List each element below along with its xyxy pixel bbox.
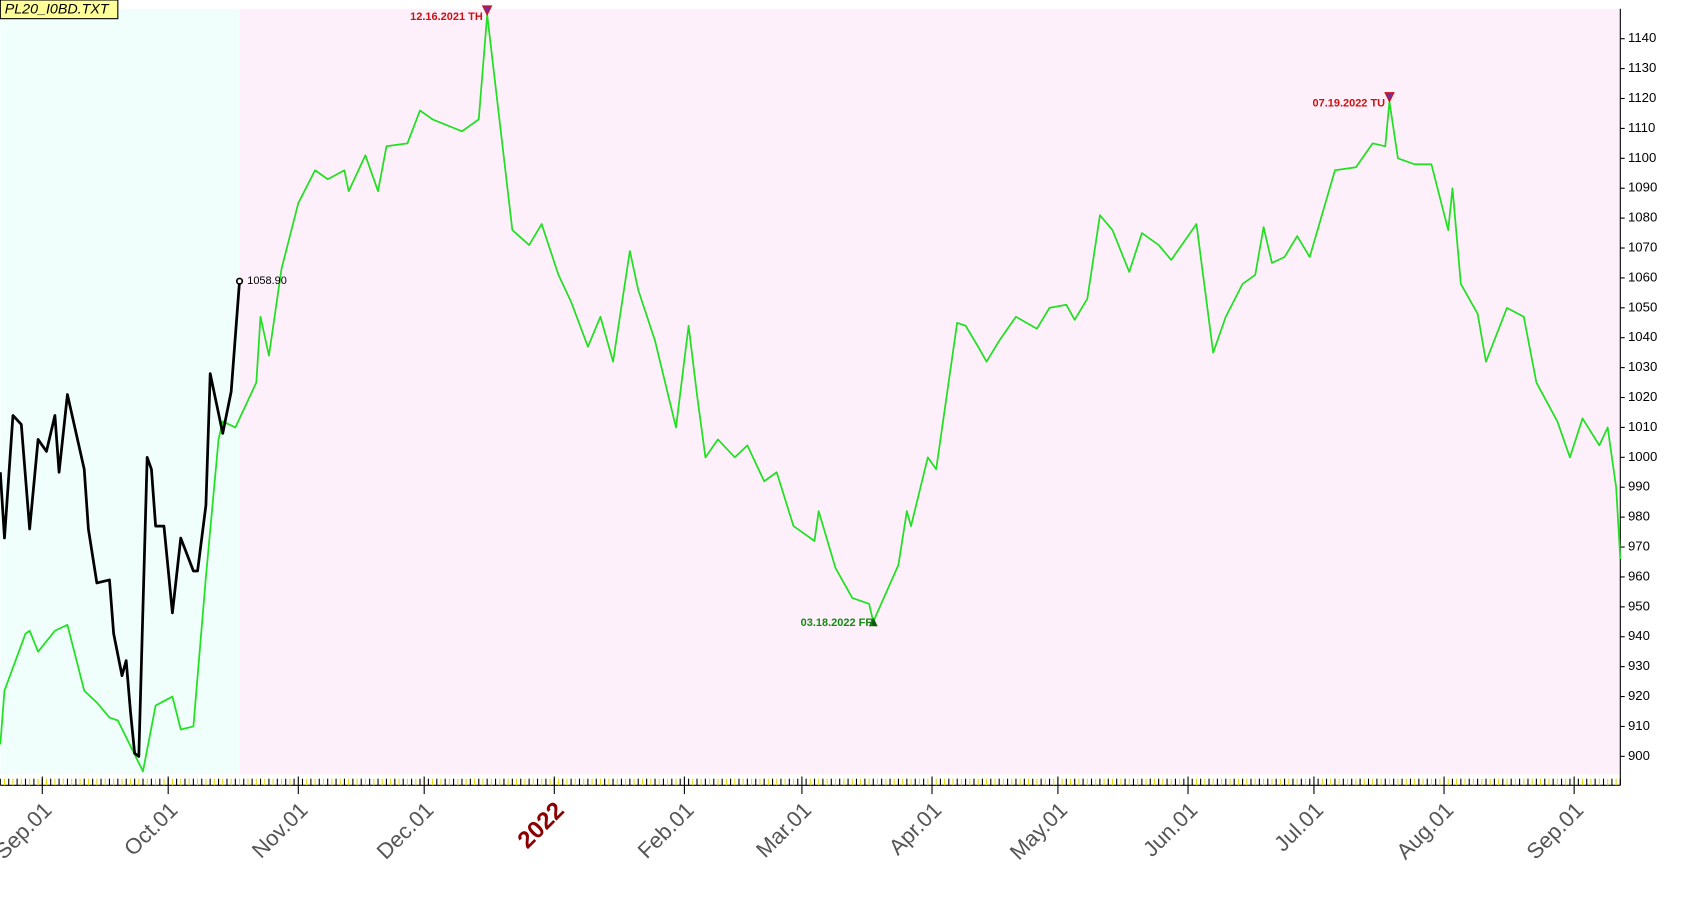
y-tick-label: 950 [1628, 598, 1650, 613]
y-tick-label: 1130 [1628, 60, 1656, 75]
value-label: 1058.90 [247, 275, 287, 287]
x-tick-label: Sep.01 [1521, 797, 1588, 864]
y-tick-label: 980 [1628, 509, 1650, 524]
current-region [239, 8, 1621, 775]
peak-marker [1384, 92, 1395, 103]
x-tick-label: Oct.01 [119, 797, 182, 860]
y-tick-label: 1040 [1628, 329, 1657, 344]
x-tick-label: 2022 [513, 797, 570, 854]
y-tick-label: 940 [1628, 628, 1650, 643]
x-tick-label: May.01 [1005, 797, 1072, 864]
peak-marker [481, 5, 493, 16]
y-tick-label: 1090 [1628, 180, 1657, 195]
y-tick-label: 910 [1628, 718, 1650, 733]
y-tick-label: 1030 [1628, 359, 1657, 374]
y-tick-label: 1000 [1628, 449, 1657, 464]
y-tick-label: 1050 [1628, 299, 1657, 314]
x-tick-label: Mar.01 [751, 797, 816, 862]
y-tick-label: 1060 [1628, 269, 1657, 284]
x-tick-label: Sep.01 [0, 797, 57, 864]
y-tick-label: 1070 [1628, 239, 1657, 254]
chart-title: PL20_I0BD.TXT [5, 2, 110, 18]
y-tick-label: 1100 [1628, 150, 1656, 165]
background [0, 8, 1621, 775]
annotation: 12.16.2021 TH [410, 11, 483, 23]
y-tick-label: 1010 [1628, 419, 1657, 434]
x-tick-label: Aug.01 [1391, 797, 1458, 864]
title-box [0, 0, 119, 20]
plot: 1058.90 12.16.2021 TH 03.18.2022 FR 07.19.2… [0, 5, 1622, 773]
annotation: 03.18.2022 FR [801, 617, 874, 629]
series-line [0, 13, 1622, 773]
x-tick-label: Feb.01 [633, 797, 699, 863]
y-tick-label: 920 [1628, 688, 1650, 703]
y-tick-label: 1020 [1628, 389, 1657, 404]
y-tick-label: 1120 [1628, 90, 1656, 105]
x-tick-label: Jul.01 [1269, 797, 1328, 856]
x-tick-label: Jun.01 [1138, 797, 1202, 861]
y-tick-label: 1110 [1628, 120, 1655, 135]
y-tick-label: 970 [1628, 539, 1650, 554]
y-tick-label: 900 [1628, 748, 1650, 763]
y-tick-label: 930 [1628, 658, 1650, 673]
y-tick-label: 990 [1628, 479, 1650, 494]
x-tick-label: Nov.01 [247, 797, 313, 863]
trough-marker [868, 617, 878, 627]
y-tick-label: 1080 [1628, 210, 1657, 225]
end-point [235, 277, 244, 285]
y-tick-label: 960 [1628, 568, 1650, 583]
x-tick-label: Dec.01 [372, 797, 439, 864]
series-line [0, 281, 241, 758]
x-tick-label: Apr.01 [884, 797, 947, 860]
annotation: 07.19.2022 TU [1313, 98, 1386, 110]
y-tick-label: 1140 [1628, 30, 1656, 45]
